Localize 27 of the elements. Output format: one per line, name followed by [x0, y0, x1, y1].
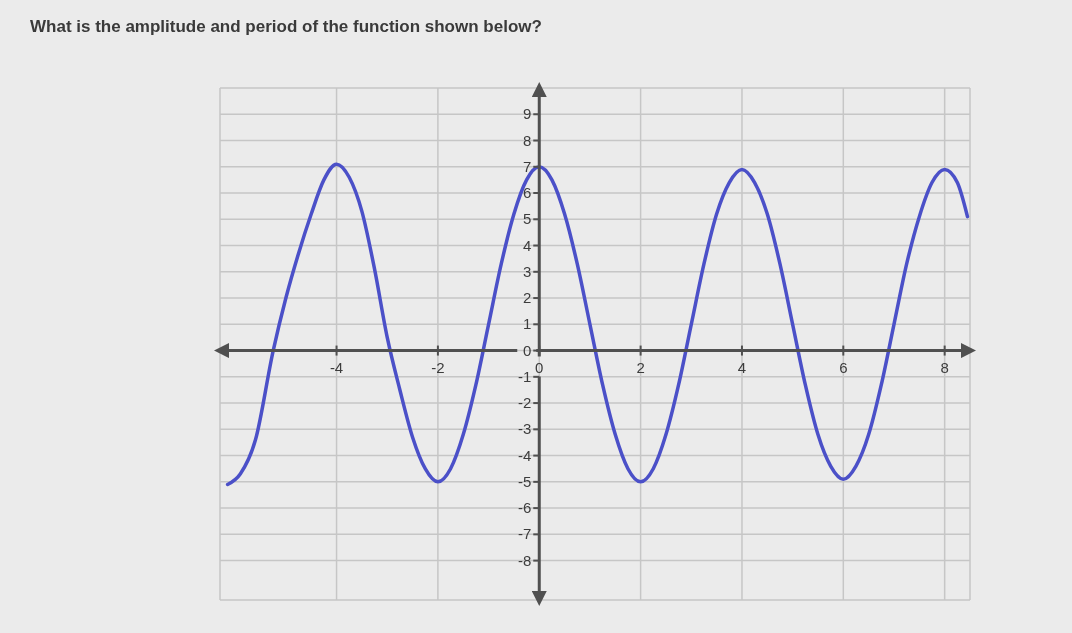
y-tick-label: 6 [522, 184, 532, 202]
x-tick-label: 2 [636, 358, 645, 376]
x-tick-label: 0 [535, 358, 544, 376]
y-tick-label: -4 [517, 446, 532, 464]
y-tick-label: -3 [517, 420, 532, 438]
y-tick-label: 1 [522, 315, 532, 333]
x-tick-label: 6 [839, 358, 848, 376]
y-tick-label: -7 [517, 525, 532, 543]
y-tick-label: 0 [522, 341, 532, 359]
y-tick-label: -8 [517, 551, 532, 569]
line-series [225, 162, 970, 487]
chart-title: What is the amplitude and period of the function shown below? [30, 17, 542, 37]
y-tick-label: -6 [517, 499, 532, 517]
y-tick-label: 7 [522, 157, 532, 175]
y-tick-label: 4 [522, 236, 532, 254]
y-tick-label: -1 [517, 367, 532, 385]
x-tick-label: 8 [940, 358, 949, 376]
y-tick-label: 3 [522, 262, 532, 280]
y-tick-label: -2 [517, 394, 532, 412]
x-tick-label: -4 [329, 358, 344, 376]
x-tick-label: 4 [737, 358, 747, 376]
y-tick-label: 8 [522, 131, 532, 149]
y-tick-label: -5 [517, 472, 532, 490]
y-tick-label: 2 [522, 289, 532, 307]
y-tick-label: 9 [522, 105, 532, 123]
x-tick-label: -2 [431, 358, 445, 376]
y-tick-label: 5 [522, 210, 532, 228]
